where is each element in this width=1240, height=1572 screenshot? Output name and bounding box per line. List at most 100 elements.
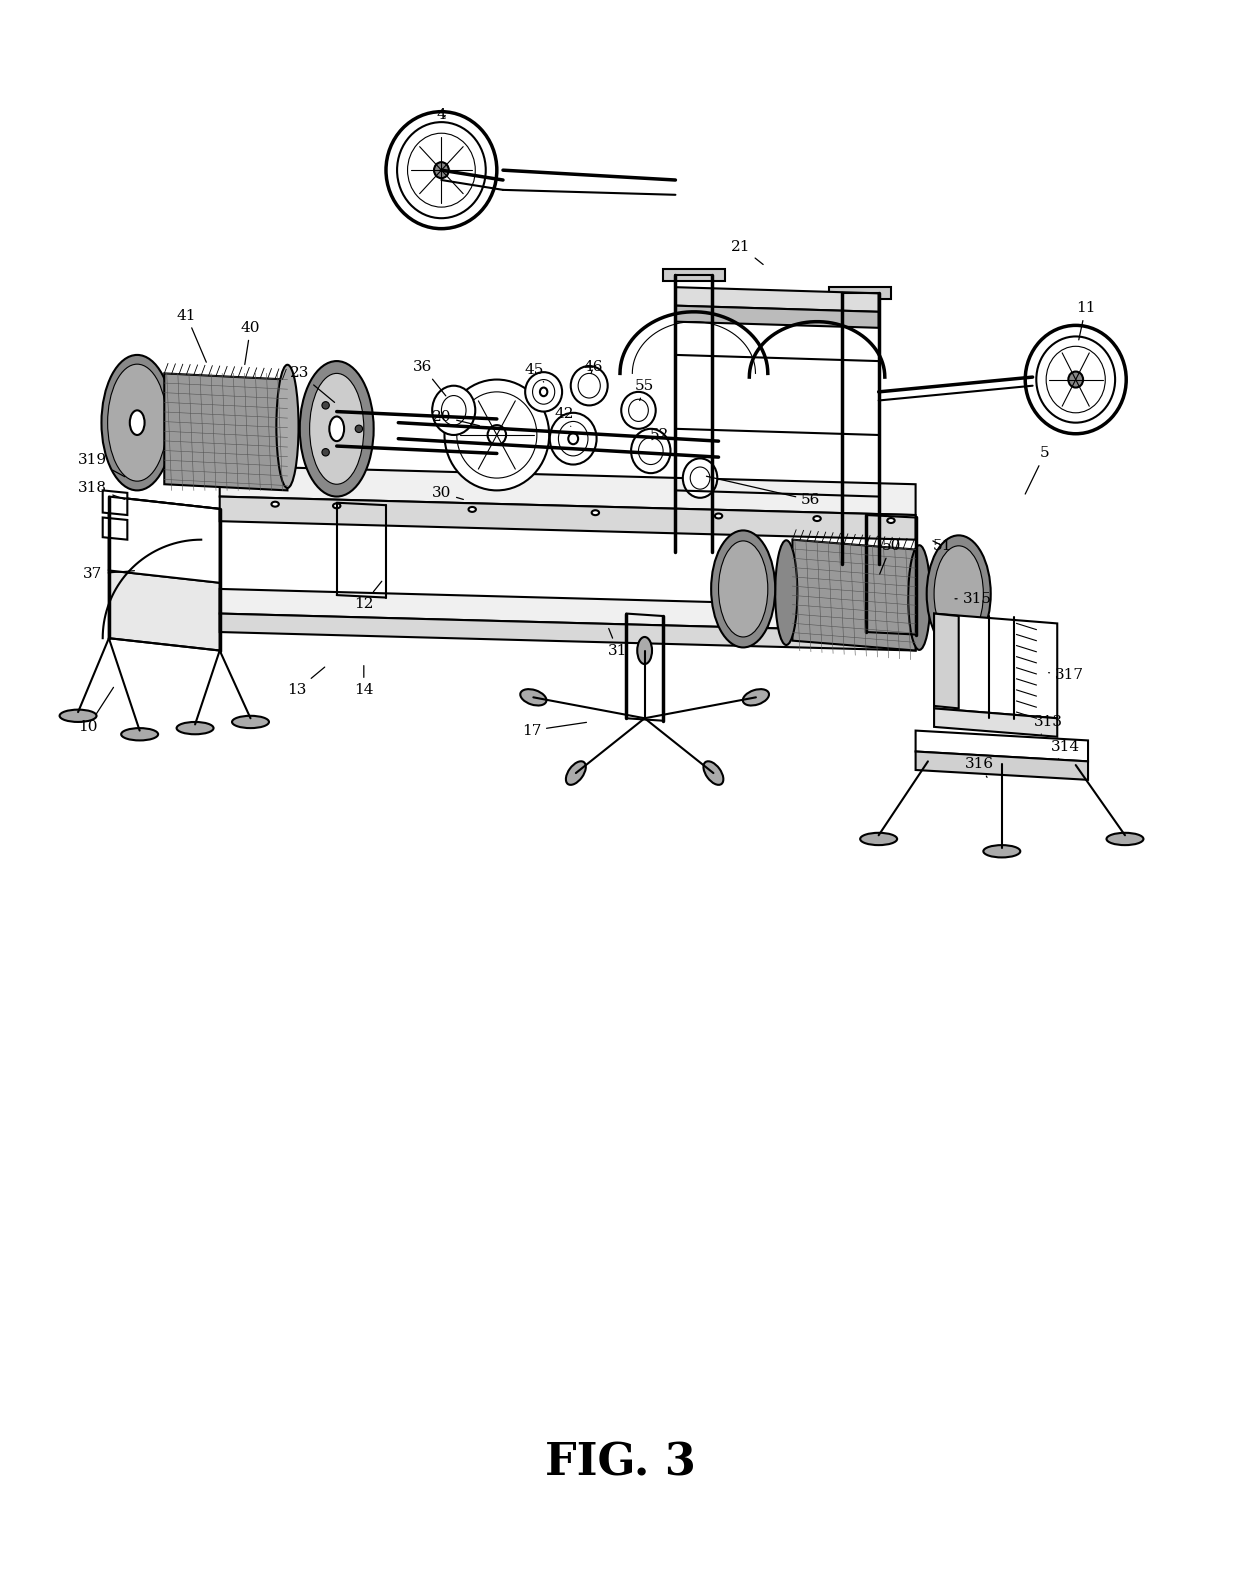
- Polygon shape: [934, 709, 1058, 737]
- Text: 11: 11: [1076, 302, 1095, 340]
- Polygon shape: [915, 731, 1087, 761]
- Text: 316: 316: [965, 756, 994, 778]
- Text: 30: 30: [432, 486, 464, 500]
- Ellipse shape: [108, 365, 166, 481]
- Text: 37: 37: [83, 567, 134, 582]
- Text: 45: 45: [525, 363, 543, 382]
- Ellipse shape: [532, 379, 554, 404]
- Text: 313: 313: [1034, 715, 1063, 734]
- Ellipse shape: [272, 501, 279, 506]
- Ellipse shape: [526, 373, 562, 412]
- Ellipse shape: [888, 519, 895, 523]
- Ellipse shape: [691, 467, 711, 489]
- Text: 52: 52: [650, 428, 670, 442]
- Ellipse shape: [926, 536, 991, 652]
- Ellipse shape: [565, 761, 585, 784]
- Text: 314: 314: [1052, 739, 1080, 759]
- Ellipse shape: [176, 722, 213, 734]
- Ellipse shape: [639, 437, 663, 465]
- Ellipse shape: [712, 530, 775, 648]
- Polygon shape: [219, 497, 915, 539]
- Text: 50: 50: [879, 539, 900, 574]
- Ellipse shape: [1025, 325, 1126, 434]
- Text: 319: 319: [78, 453, 125, 476]
- Ellipse shape: [718, 541, 768, 637]
- Ellipse shape: [330, 417, 345, 442]
- Polygon shape: [934, 613, 959, 709]
- Ellipse shape: [637, 637, 652, 663]
- Ellipse shape: [714, 514, 722, 519]
- Polygon shape: [676, 305, 879, 329]
- Ellipse shape: [934, 545, 983, 641]
- Ellipse shape: [469, 506, 476, 512]
- Ellipse shape: [1069, 371, 1083, 388]
- Text: 56: 56: [707, 476, 821, 508]
- Ellipse shape: [386, 112, 497, 228]
- Ellipse shape: [1037, 336, 1115, 423]
- Ellipse shape: [277, 365, 299, 487]
- Text: 10: 10: [78, 687, 114, 734]
- Polygon shape: [164, 374, 288, 490]
- Text: 315: 315: [955, 591, 992, 605]
- Ellipse shape: [521, 689, 547, 706]
- Ellipse shape: [310, 374, 363, 484]
- Ellipse shape: [232, 715, 269, 728]
- Text: 12: 12: [355, 582, 382, 610]
- Polygon shape: [663, 269, 724, 281]
- Text: 318: 318: [78, 481, 125, 500]
- Ellipse shape: [861, 833, 897, 846]
- Text: 41: 41: [177, 308, 206, 362]
- Ellipse shape: [408, 134, 475, 208]
- Ellipse shape: [813, 516, 821, 520]
- Ellipse shape: [355, 424, 362, 432]
- Text: 317: 317: [1049, 668, 1084, 682]
- Ellipse shape: [908, 545, 930, 649]
- Ellipse shape: [444, 379, 549, 490]
- Text: 13: 13: [288, 667, 325, 696]
- Polygon shape: [219, 613, 915, 651]
- Polygon shape: [103, 517, 128, 539]
- Text: 51: 51: [932, 539, 952, 553]
- Ellipse shape: [570, 366, 608, 406]
- Ellipse shape: [434, 162, 449, 178]
- Ellipse shape: [549, 413, 596, 465]
- Ellipse shape: [558, 421, 588, 456]
- Ellipse shape: [1047, 346, 1105, 413]
- Text: 42: 42: [554, 407, 574, 426]
- Polygon shape: [109, 497, 219, 583]
- Text: 40: 40: [241, 321, 260, 365]
- Text: 17: 17: [522, 723, 587, 737]
- Ellipse shape: [775, 541, 797, 645]
- Ellipse shape: [568, 434, 578, 445]
- Ellipse shape: [433, 385, 475, 435]
- Text: 4: 4: [436, 108, 446, 121]
- Ellipse shape: [539, 388, 547, 396]
- Ellipse shape: [487, 424, 506, 445]
- Text: 46: 46: [583, 360, 603, 374]
- Ellipse shape: [703, 761, 723, 784]
- Ellipse shape: [1106, 833, 1143, 846]
- Text: 23: 23: [290, 366, 335, 402]
- Ellipse shape: [631, 429, 671, 473]
- Ellipse shape: [300, 362, 373, 497]
- Ellipse shape: [130, 410, 145, 435]
- Text: FIG. 3: FIG. 3: [544, 1442, 696, 1486]
- Polygon shape: [103, 490, 128, 516]
- Polygon shape: [934, 613, 1058, 718]
- Ellipse shape: [591, 511, 599, 516]
- Ellipse shape: [621, 391, 656, 429]
- Polygon shape: [676, 288, 879, 311]
- Text: 14: 14: [355, 665, 373, 696]
- Text: 36: 36: [413, 360, 446, 396]
- Text: 31: 31: [608, 629, 627, 657]
- Text: 55: 55: [635, 379, 655, 401]
- Ellipse shape: [334, 503, 341, 508]
- Ellipse shape: [122, 728, 159, 740]
- Ellipse shape: [441, 396, 466, 424]
- Polygon shape: [109, 571, 219, 651]
- Ellipse shape: [743, 689, 769, 706]
- Polygon shape: [109, 497, 219, 583]
- Text: 5: 5: [1025, 446, 1050, 494]
- Polygon shape: [915, 751, 1087, 780]
- Text: 21: 21: [730, 239, 763, 264]
